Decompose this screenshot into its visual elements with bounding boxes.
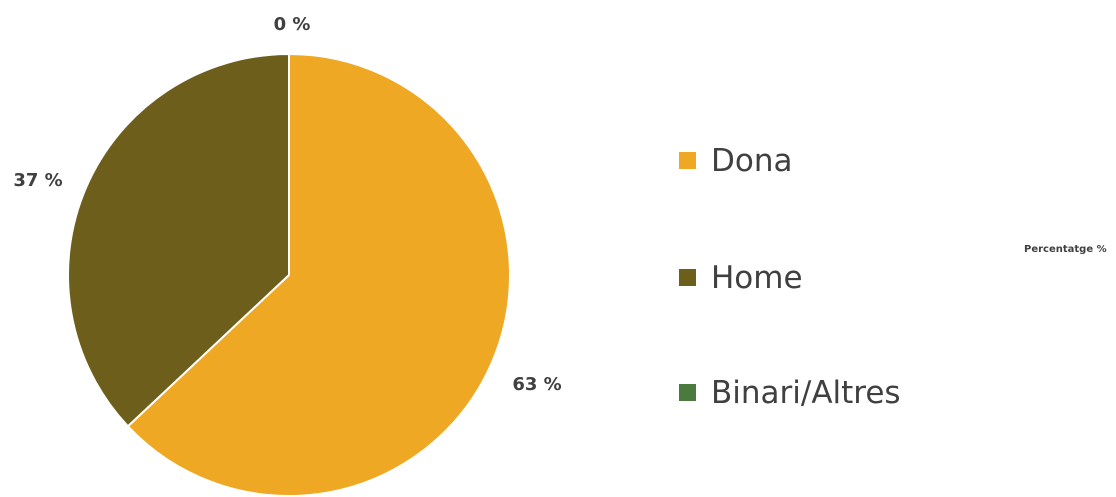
legend-label-home: Home (711, 260, 803, 296)
legend-label-binari-altres: Binari/Altres (711, 375, 901, 411)
pie-data-labels: 0 % 37 % 63 % (13, 14, 561, 395)
legend-label-dona: Dona (711, 143, 792, 179)
unit-label: Percentatge % (1024, 244, 1107, 255)
legend-swatch-dona (679, 152, 696, 169)
data-label-home: 37 % (13, 170, 62, 191)
pie-slice-dona (126, 52, 511, 497)
legend-swatch-binari-altres (679, 384, 696, 401)
pie-slices (67, 52, 511, 497)
data-label-binari: 0 % (274, 14, 311, 35)
data-label-dona: 63 % (512, 374, 561, 395)
legend: Dona Home Binari/Altres (679, 143, 901, 411)
pie-slice-home (67, 52, 290, 428)
legend-swatch-home (679, 269, 696, 286)
